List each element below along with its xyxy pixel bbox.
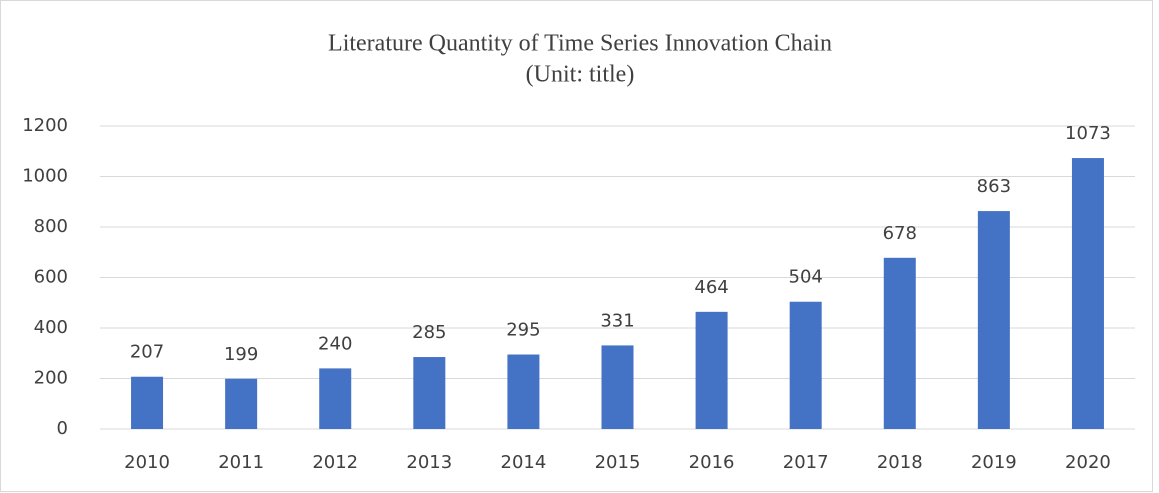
- bar: [1071, 158, 1104, 429]
- bar: [225, 378, 258, 429]
- data-label: 678: [883, 223, 917, 244]
- data-label: 464: [694, 277, 728, 298]
- data-label: 504: [789, 267, 823, 288]
- x-tick-label: 2012: [312, 452, 358, 473]
- x-tick-label: 2020: [1065, 452, 1111, 473]
- chart-title: Literature Quantity of Time Series Innov…: [328, 31, 832, 57]
- bar: [977, 211, 1010, 429]
- data-label: 1073: [1065, 123, 1111, 144]
- y-tick-label: 0: [57, 418, 68, 439]
- x-tick-label: 2018: [877, 452, 923, 473]
- bar: [695, 311, 728, 429]
- bar: [883, 257, 916, 429]
- y-tick-label: 400: [34, 317, 68, 338]
- x-tick-label: 2017: [783, 452, 829, 473]
- data-label: 207: [130, 342, 164, 363]
- data-label: 199: [224, 344, 258, 365]
- x-tick-label: 2010: [124, 452, 170, 473]
- chart-subtitle: (Unit: title): [526, 62, 635, 88]
- data-label: 331: [600, 310, 634, 331]
- bar: [413, 357, 446, 429]
- data-label: 285: [412, 322, 446, 343]
- bar: [131, 376, 164, 429]
- y-tick-label: 1200: [22, 115, 68, 136]
- bar: [507, 354, 540, 429]
- y-tick-label: 800: [34, 216, 68, 237]
- x-tick-label: 2019: [971, 452, 1017, 473]
- data-label: 863: [977, 176, 1011, 197]
- y-tick-label: 200: [34, 368, 68, 389]
- data-label: 295: [506, 320, 540, 341]
- x-tick-label: 2014: [501, 452, 547, 473]
- x-tick-label: 2013: [406, 452, 452, 473]
- bar: [601, 345, 634, 429]
- x-tick-label: 2015: [595, 452, 641, 473]
- bar: [789, 301, 822, 429]
- y-tick-label: 1000: [22, 166, 68, 187]
- data-label: 240: [318, 333, 352, 354]
- x-tick-label: 2016: [689, 452, 735, 473]
- y-tick-label: 600: [34, 267, 68, 288]
- x-tick-label: 2011: [218, 452, 264, 473]
- bar: [319, 368, 352, 429]
